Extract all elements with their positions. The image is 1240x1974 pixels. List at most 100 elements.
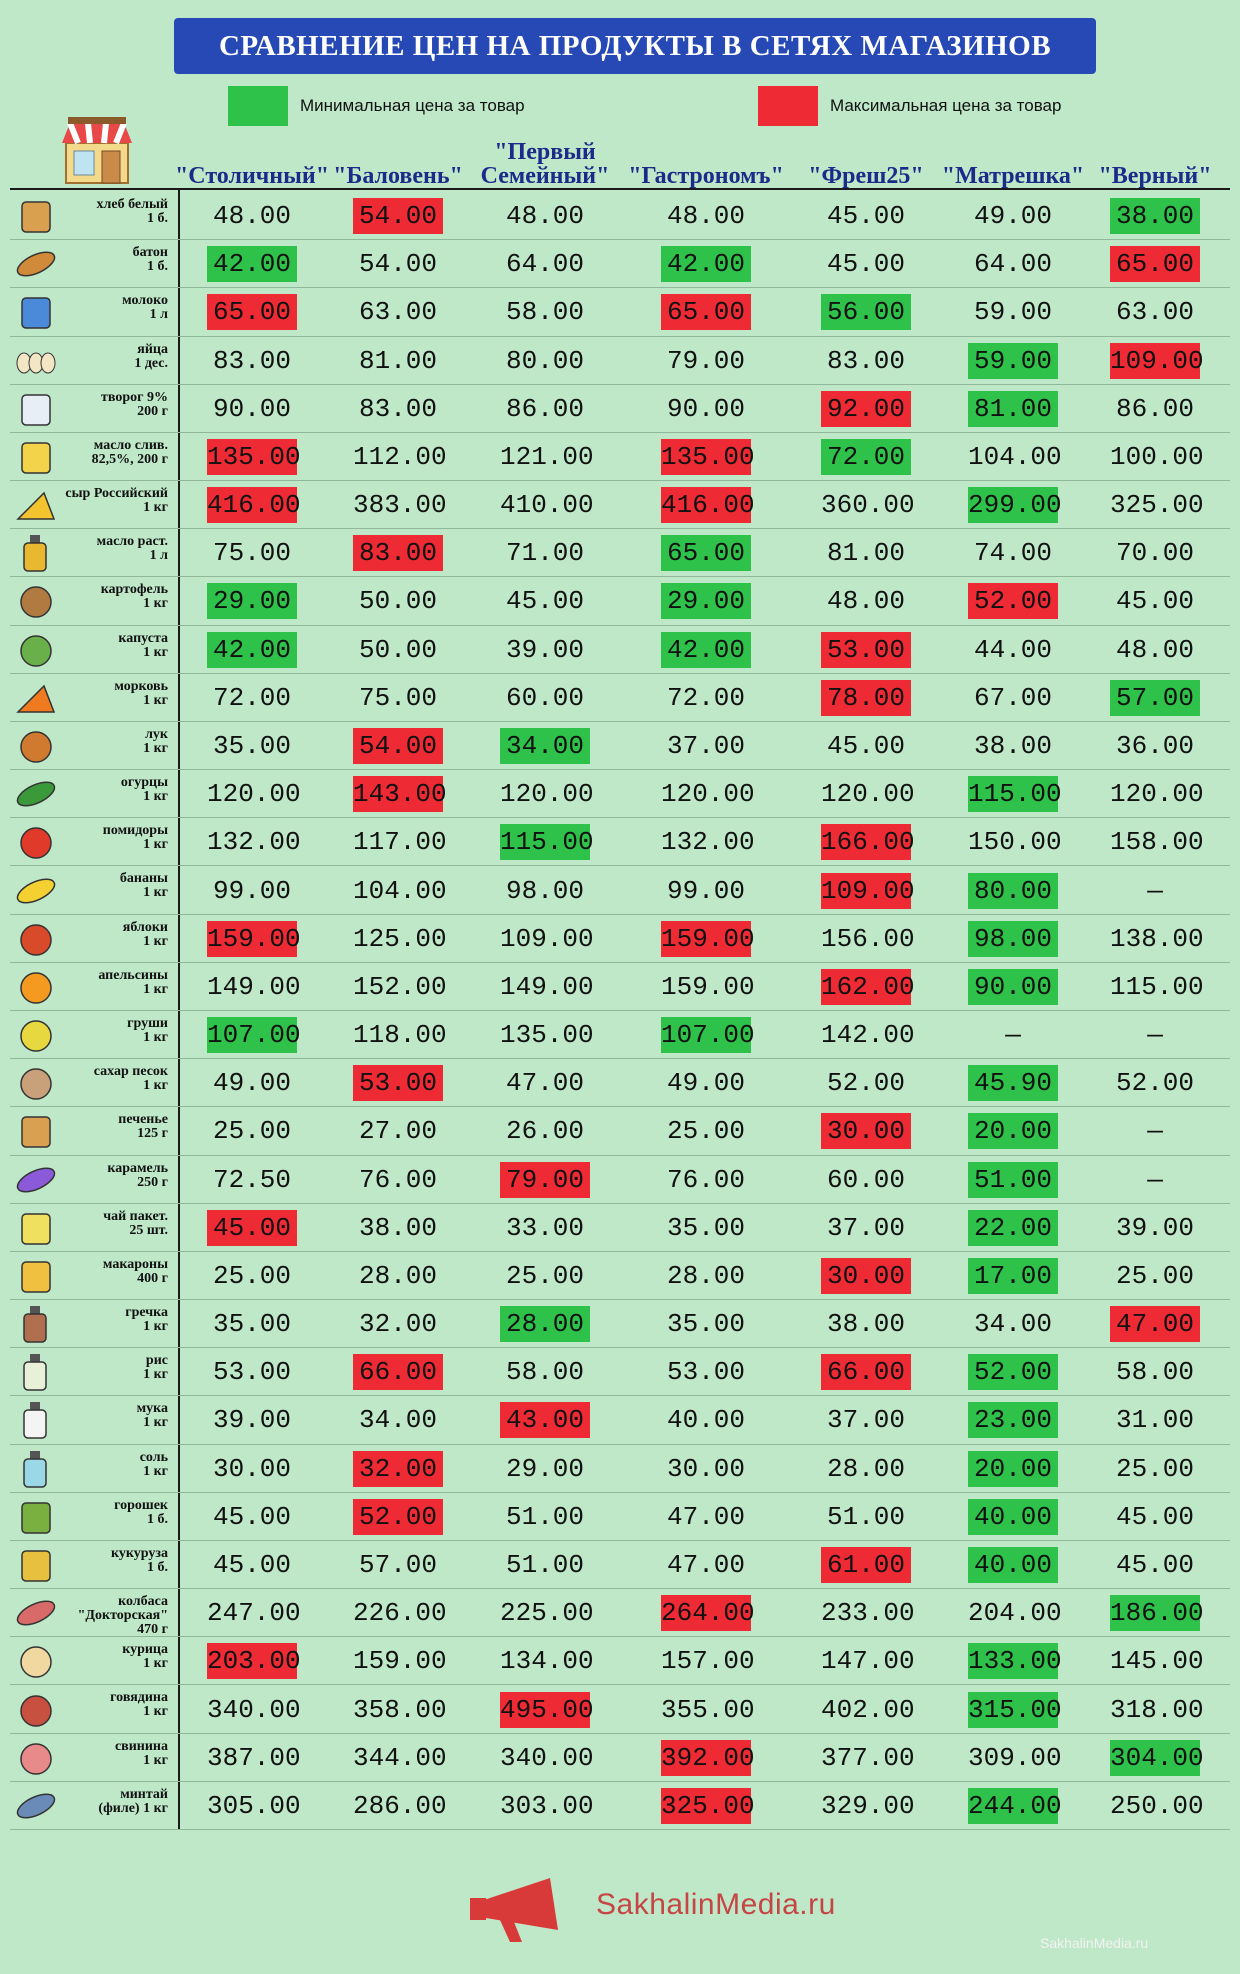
price-cell: 53.00 [666, 1357, 745, 1388]
price-cell-max: 61.00 [821, 1547, 911, 1584]
row-divider [10, 1588, 1230, 1590]
price-cell: 25.00 [212, 1116, 291, 1147]
price-cell-max: 109.00 [1110, 342, 1204, 379]
legend-min: Минимальная цена за товар [228, 86, 525, 126]
price-cell: 83.00 [826, 345, 905, 376]
price-cell: 45.00 [1115, 586, 1194, 617]
price-cell-min: 29.00 [661, 583, 751, 620]
product-name: курица 1 кг [56, 1643, 168, 1671]
salt-icon [14, 1449, 58, 1489]
price-cell: 47.00 [666, 1501, 745, 1532]
store-header: "Гастрономъ" [628, 163, 784, 189]
onion-icon [14, 726, 58, 766]
table-row: масло слив. 82,5%, 200 г 135.00 112.00 121.… [0, 433, 1240, 482]
price-cell: 90.00 [666, 393, 745, 424]
table-row: свинина 1 кг 387.00 344.00 340.00 392.00 377.0… [0, 1734, 1240, 1782]
price-cell-min: 51.00 [968, 1161, 1058, 1198]
price-cell-max: 66.00 [821, 1354, 911, 1391]
product-unit: 1 кг [143, 1030, 168, 1045]
price-cell: 28.00 [358, 1260, 437, 1291]
row-divider [10, 1250, 1230, 1252]
price-cell: 34.00 [358, 1405, 437, 1436]
product-unit: 1 кг [143, 1367, 168, 1383]
product-label: молоко [122, 293, 168, 309]
price-cell-min: 107.00 [661, 1017, 755, 1054]
product-label: колбаса "Докторская" [77, 1594, 168, 1624]
product-name: говядина 1 кг [56, 1691, 168, 1719]
table-row: батон 1 б. 42.00 54.00 64.00 42.00 45.00 64.00 6… [0, 240, 1240, 289]
footer-logo-text: SakhalinMedia.ru [596, 1888, 836, 1921]
price-cell: 63.00 [358, 297, 437, 328]
price-cell: 138.00 [1110, 923, 1204, 954]
megaphone-logo-icon [470, 1878, 558, 1942]
price-cell-min: 17.00 [968, 1257, 1058, 1294]
price-cell: 40.00 [666, 1405, 745, 1436]
cookie-icon [14, 1111, 58, 1151]
table-row: масло раст. 1 л 75.00 83.00 71.00 65.00 81.00 7… [0, 529, 1240, 578]
price-cell: 104.00 [353, 875, 447, 906]
tomato-icon [14, 822, 58, 862]
price-cell: 35.00 [666, 1212, 745, 1243]
table-row: кукуруза 1 б. 45.00 57.00 51.00 47.00 61.00 40.… [0, 1541, 1240, 1590]
legend-min-label: Минимальная цена за товар [300, 96, 525, 115]
page-title: СРАВНЕНИЕ ЦЕН НА ПРОДУКТЫ В СЕТЯХ МАГАЗИ… [174, 18, 1096, 74]
price-cell: 58.00 [505, 297, 584, 328]
price-cell-max: 203.00 [207, 1643, 301, 1680]
price-cell: 90.00 [212, 393, 291, 424]
price-cell: 150.00 [968, 827, 1062, 858]
price-cell: 76.00 [666, 1164, 745, 1195]
price-cell: 39.00 [212, 1405, 291, 1436]
price-cell: 387.00 [207, 1742, 301, 1773]
table-row: сахар песок 1 кг 49.00 53.00 47.00 49.00 52.00… [0, 1059, 1240, 1108]
product-label: горошек [114, 1497, 168, 1513]
price-cell-min: 80.00 [968, 872, 1058, 909]
price-cell-max: 47.00 [1110, 1306, 1200, 1343]
price-cell: 120.00 [1110, 779, 1204, 810]
price-cell: — [1147, 1020, 1163, 1051]
product-label: минтай [120, 1786, 168, 1802]
price-cell: 45.00 [826, 249, 905, 280]
price-cell-max: 135.00 [207, 438, 301, 475]
store-header: "Баловень" [333, 163, 463, 189]
sugar-icon [14, 1063, 58, 1103]
price-cell: 54.00 [358, 249, 437, 280]
product-label: сахар песок [93, 1064, 168, 1080]
price-cell-min: 299.00 [968, 487, 1062, 524]
price-cell: 32.00 [358, 1309, 437, 1340]
price-cell: 48.00 [1115, 634, 1194, 665]
product-name: горошек 1 б. [56, 1497, 168, 1527]
row-divider [10, 865, 1230, 867]
product-name: печенье 125 г [56, 1113, 168, 1141]
price-cell-max: 65.00 [1110, 246, 1200, 283]
price-cell: 125.00 [353, 923, 447, 954]
product-unit: 125 г [137, 1126, 168, 1142]
price-cell: 59.00 [973, 297, 1052, 328]
product-label: огурцы [120, 775, 168, 791]
price-cell-max: 32.00 [353, 1450, 443, 1487]
price-cell: 402.00 [821, 1694, 915, 1725]
price-cell-min: 315.00 [968, 1691, 1062, 1728]
product-name: огурцы 1 кг [56, 776, 168, 804]
price-cell: 72.50 [212, 1164, 291, 1195]
price-cell-max: 416.00 [661, 487, 755, 524]
product-unit: 250 г [137, 1174, 168, 1190]
price-cell: 25.00 [666, 1116, 745, 1147]
price-cell: — [1147, 875, 1163, 906]
price-cell: 25.00 [1115, 1453, 1194, 1484]
row-divider [10, 1732, 1230, 1734]
price-cell: 71.00 [505, 538, 584, 569]
price-cell: 120.00 [500, 779, 594, 810]
price-cell-min: 59.00 [968, 342, 1058, 379]
row-divider [10, 769, 1230, 771]
product-name: хлеб белый 1 б. [56, 198, 168, 226]
price-cell-min: 42.00 [207, 631, 297, 668]
price-cell-max: 392.00 [661, 1739, 755, 1776]
price-cell-min: 72.00 [821, 438, 911, 475]
row-divider [10, 1443, 1230, 1445]
row-divider [10, 1491, 1230, 1493]
product-name: батон 1 б. [56, 246, 168, 274]
chicken-icon [14, 1641, 58, 1681]
price-cell: 76.00 [358, 1164, 437, 1195]
price-cell: 25.00 [212, 1260, 291, 1291]
price-cell: 120.00 [207, 779, 301, 810]
